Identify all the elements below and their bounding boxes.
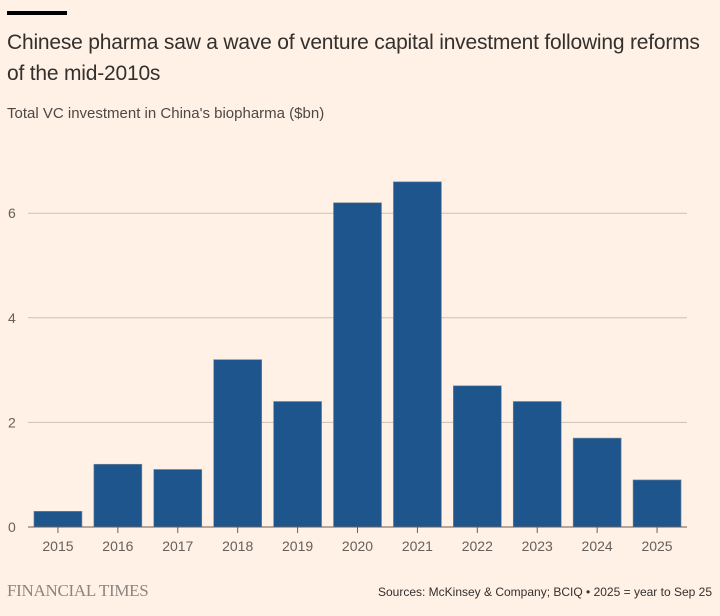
bar-2016 <box>93 463 143 528</box>
bar-2024 <box>572 437 622 528</box>
x-tick-label: 2016 <box>102 538 133 554</box>
x-axis-labels: 2015 2016 2017 2018 2019 2020 2021 2022 2023 2024… <box>42 538 672 554</box>
x-tick-label: 2022 <box>462 538 493 554</box>
bar-2022 <box>453 385 502 528</box>
x-tick-label: 2020 <box>342 538 373 554</box>
x-tick-label: 2017 <box>162 538 193 554</box>
bars <box>33 181 682 528</box>
bar-2021 <box>393 181 442 528</box>
x-tick-label: 2023 <box>522 538 553 554</box>
bar-2015 <box>33 511 83 528</box>
y-axis-labels: 0 2 4 6 <box>8 205 16 535</box>
ft-logo: FINANCIAL TIMES <box>7 581 149 600</box>
bar-2019 <box>273 401 322 528</box>
bar-chart: 0 2 4 6 2015 2016 2017 2018 2019 2020 2021 2022 202… <box>8 181 687 554</box>
source-note: Sources: McKinsey & Company; BCIQ • 2025… <box>377 585 712 599</box>
x-tick-label: 2018 <box>222 538 253 554</box>
ft-accent-bar <box>7 11 67 15</box>
chart-subtitle: Total VC investment in China's biopharma… <box>7 105 325 122</box>
y-tick-label: 4 <box>8 310 16 326</box>
x-tick-label: 2019 <box>282 538 313 554</box>
y-tick-label: 6 <box>8 205 16 221</box>
x-tick-label: 2024 <box>582 538 613 554</box>
bar-2023 <box>512 401 562 528</box>
x-tick-label: 2015 <box>42 538 73 554</box>
bar-2017 <box>153 469 203 528</box>
bar-2020 <box>333 202 382 528</box>
x-axis <box>28 526 687 533</box>
chart-title: Chinese pharma saw a wave of venture cap… <box>7 31 700 85</box>
y-tick-label: 2 <box>8 414 16 430</box>
x-tick-label: 2025 <box>641 538 672 554</box>
bar-2025 <box>632 479 682 528</box>
x-tick-label: 2021 <box>402 538 433 554</box>
y-tick-label: 0 <box>8 519 16 535</box>
bar-2018 <box>213 359 262 528</box>
